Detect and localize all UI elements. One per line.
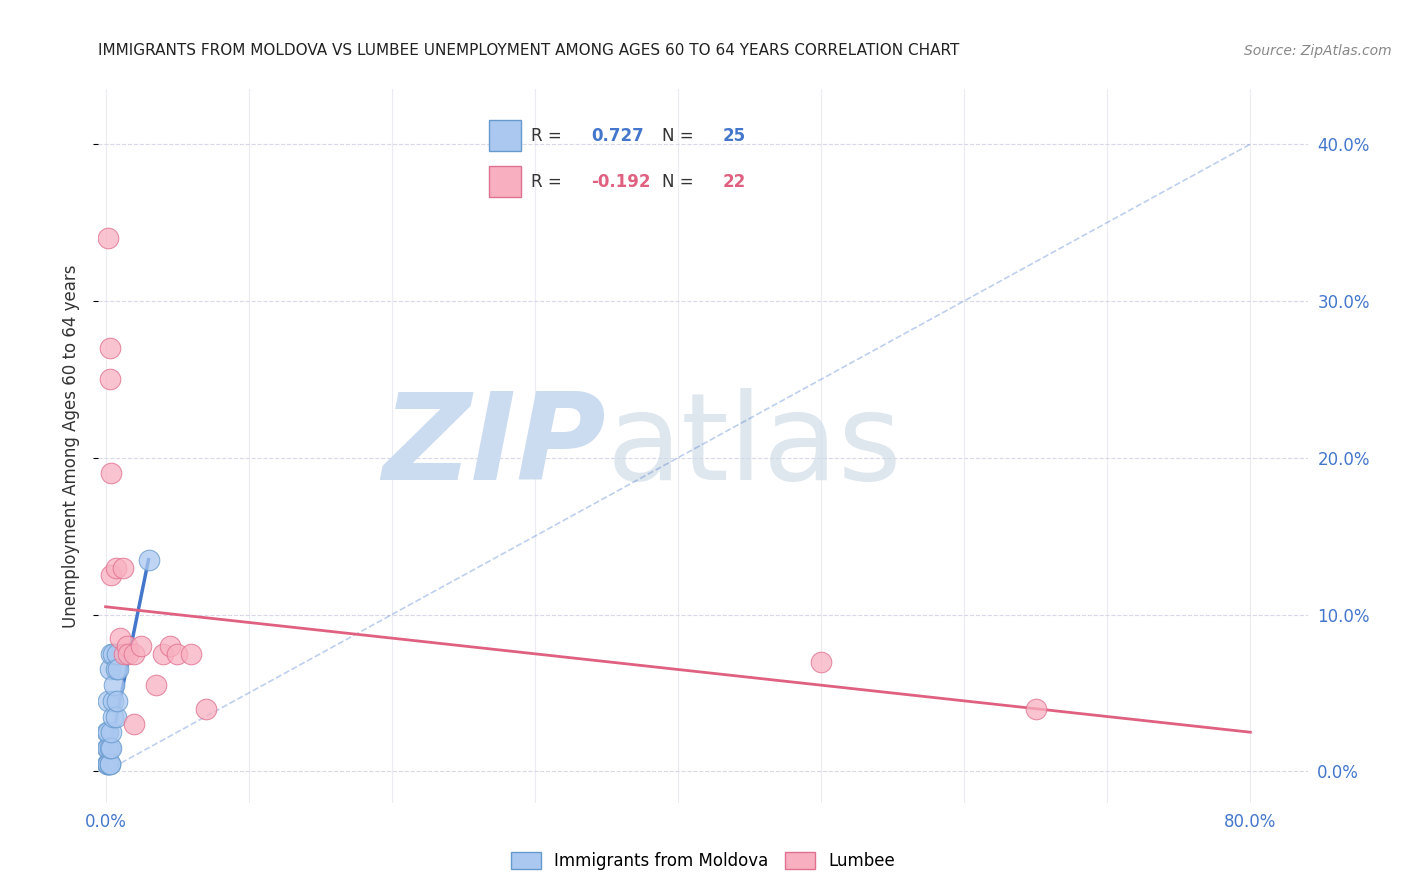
Point xyxy=(112,647,135,661)
Point xyxy=(96,740,118,755)
Point xyxy=(98,341,121,355)
Point xyxy=(145,678,167,692)
Point xyxy=(97,740,120,755)
Text: atlas: atlas xyxy=(606,387,901,505)
Point xyxy=(97,231,120,245)
Point xyxy=(100,467,122,481)
Point xyxy=(97,694,120,708)
Point xyxy=(96,756,118,771)
Point xyxy=(194,702,217,716)
Point xyxy=(107,663,129,677)
Point xyxy=(810,655,832,669)
Point xyxy=(105,694,128,708)
Point xyxy=(98,372,121,386)
Point xyxy=(104,663,127,677)
Y-axis label: Unemployment Among Ages 60 to 64 years: Unemployment Among Ages 60 to 64 years xyxy=(62,264,80,628)
Point xyxy=(122,647,145,661)
Point xyxy=(166,647,188,661)
Point xyxy=(180,647,202,661)
Point xyxy=(98,756,121,771)
Text: ZIP: ZIP xyxy=(382,387,606,505)
Point xyxy=(108,631,131,645)
Legend: Immigrants from Moldova, Lumbee: Immigrants from Moldova, Lumbee xyxy=(505,845,901,877)
Text: Source: ZipAtlas.com: Source: ZipAtlas.com xyxy=(1244,44,1392,58)
Point xyxy=(96,725,118,739)
Point xyxy=(98,663,121,677)
Point xyxy=(103,678,125,692)
Point xyxy=(100,568,122,582)
Point xyxy=(97,756,120,771)
Point xyxy=(122,717,145,731)
Point xyxy=(111,560,134,574)
Point xyxy=(1025,702,1047,716)
Point xyxy=(100,725,122,739)
Point xyxy=(100,740,122,755)
Point xyxy=(101,694,124,708)
Point xyxy=(101,647,124,661)
Point xyxy=(117,647,139,661)
Point xyxy=(131,639,153,653)
Point xyxy=(159,639,181,653)
Point xyxy=(152,647,174,661)
Text: IMMIGRANTS FROM MOLDOVA VS LUMBEE UNEMPLOYMENT AMONG AGES 60 TO 64 YEARS CORRELA: IMMIGRANTS FROM MOLDOVA VS LUMBEE UNEMPL… xyxy=(98,43,960,58)
Point xyxy=(104,709,127,723)
Point xyxy=(115,639,138,653)
Point xyxy=(97,725,120,739)
Point xyxy=(100,647,122,661)
Point xyxy=(104,560,127,574)
Point xyxy=(98,740,121,755)
Point xyxy=(101,709,124,723)
Point xyxy=(138,552,160,566)
Point xyxy=(97,756,120,771)
Point xyxy=(105,647,128,661)
Point xyxy=(98,756,121,771)
